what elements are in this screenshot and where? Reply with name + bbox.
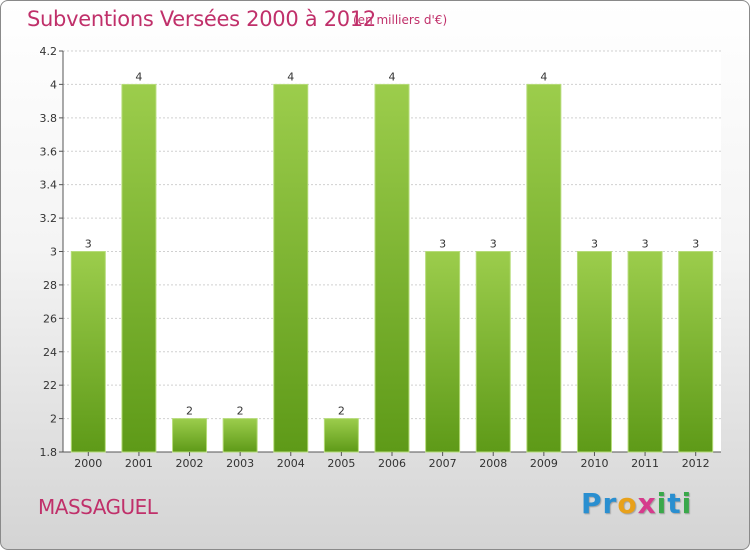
- bar: [273, 83, 309, 453]
- commune-name: MASSAGUEL: [38, 495, 158, 519]
- x-tick-label: 2006: [378, 457, 406, 470]
- x-tick-label: 2011: [631, 457, 659, 470]
- logo-part: o: [617, 487, 638, 520]
- y-tick-label: 4.2: [40, 45, 58, 58]
- data-label: 3: [591, 238, 598, 251]
- bar: [323, 418, 359, 453]
- x-tick-label: 2007: [429, 457, 457, 470]
- bar: [70, 251, 106, 453]
- data-label: 3: [490, 238, 497, 251]
- x-tick-label: 2012: [682, 457, 710, 470]
- data-label: 3: [692, 238, 699, 251]
- x-tick-label: 2003: [226, 457, 254, 470]
- y-tick-label: 3.4: [40, 179, 58, 192]
- x-tick-label: 2005: [327, 457, 355, 470]
- data-label: 4: [540, 70, 547, 83]
- y-tick-label: 3: [50, 246, 57, 259]
- data-label: 3: [439, 238, 446, 251]
- logo-part: i: [681, 487, 693, 520]
- bar: [374, 83, 410, 453]
- x-tick-label: 2009: [530, 457, 558, 470]
- bar: [222, 418, 258, 453]
- y-tick-label: 24: [43, 346, 57, 359]
- y-tick-label: 4: [50, 78, 57, 91]
- chart-title: Subventions Versées 2000 à 2012: [27, 7, 376, 31]
- data-label: 4: [389, 70, 396, 83]
- data-label: 2: [237, 405, 244, 418]
- x-tick-label: 2010: [580, 457, 608, 470]
- logo-part: Pr: [581, 487, 618, 520]
- bar: [172, 418, 208, 453]
- bar: [576, 251, 612, 453]
- x-tick-label: 2008: [479, 457, 507, 470]
- data-label: 2: [186, 405, 193, 418]
- bar: [475, 251, 511, 453]
- y-tick-label: 2: [50, 413, 57, 426]
- logo-part: x: [637, 487, 657, 520]
- y-tick-label: 28: [43, 279, 57, 292]
- x-tick-label: 2000: [74, 457, 102, 470]
- y-tick-label: 1.8: [40, 446, 58, 459]
- logo-part: t: [667, 487, 682, 520]
- y-tick-label: 3.6: [40, 145, 58, 158]
- y-tick-label: 3.8: [40, 112, 58, 125]
- bar: [678, 251, 714, 453]
- x-tick-label: 2004: [277, 457, 305, 470]
- proxiti-logo[interactable]: Proxiti: [581, 487, 692, 520]
- bar: [121, 83, 157, 453]
- y-tick-label: 22: [43, 379, 57, 392]
- bar: [526, 83, 562, 453]
- bar: [425, 251, 461, 453]
- x-tick-label: 2002: [176, 457, 204, 470]
- data-label: 3: [85, 238, 92, 251]
- y-tick-label: 26: [43, 312, 57, 325]
- data-label: 2: [338, 405, 345, 418]
- data-label: 4: [287, 70, 294, 83]
- data-label: 4: [135, 70, 142, 83]
- y-tick-label: 3.2: [40, 212, 58, 225]
- bar: [627, 251, 663, 453]
- chart-subtitle: (en milliers d'€): [353, 13, 448, 27]
- logo-part: i: [656, 487, 668, 520]
- x-tick-label: 2001: [125, 457, 153, 470]
- data-label: 3: [642, 238, 649, 251]
